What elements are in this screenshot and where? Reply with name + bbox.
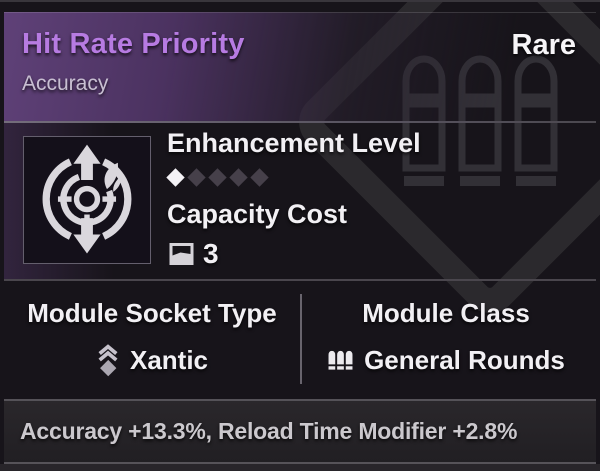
- module-subtitle: Accuracy: [22, 72, 109, 95]
- enhancement-pips: [166, 168, 269, 187]
- capacity-gauge-icon: [169, 243, 194, 265]
- header-band: [4, 12, 596, 122]
- capacity-cost-row: 3: [169, 238, 219, 270]
- enhancement-pip: [187, 168, 206, 187]
- accuracy-targeting-icon: [42, 144, 132, 254]
- socket-type-value: Xantic: [4, 342, 300, 378]
- bottom-strip: [0, 464, 600, 471]
- module-class-text: General Rounds: [364, 344, 565, 375]
- capacity-cost-value: 3: [203, 238, 219, 269]
- socket-type-label: Module Socket Type: [27, 298, 277, 328]
- enhancement-level-label: Enhancement Level: [167, 128, 421, 158]
- stats-bottom-divider: [4, 462, 596, 464]
- module-title: Hit Rate Priority: [22, 28, 245, 60]
- module-class-label: Module Class: [362, 298, 530, 328]
- socket-type-text: Xantic: [129, 344, 209, 375]
- rarity-badge: Rare: [511, 29, 577, 61]
- stats-top-divider: [4, 399, 596, 401]
- enhancement-pip: [250, 168, 269, 187]
- module-icon-frame: [23, 136, 151, 264]
- xantic-socket-icon: [98, 344, 118, 377]
- enhancement-pip: [229, 168, 248, 187]
- enhancement-pip: [166, 168, 185, 187]
- body-divider: [4, 279, 596, 281]
- module-class-value: General Rounds: [302, 342, 590, 378]
- header-divider: [4, 121, 596, 123]
- stats-bar: Accuracy +13.3%, Reload Time Modifier +2…: [4, 401, 596, 462]
- enhancement-pip: [208, 168, 227, 187]
- capacity-cost-label: Capacity Cost: [167, 199, 348, 229]
- general-rounds-icon: [328, 350, 353, 370]
- stats-text: Accuracy +13.3%, Reload Time Modifier +2…: [20, 418, 518, 444]
- column-divider: [300, 294, 302, 384]
